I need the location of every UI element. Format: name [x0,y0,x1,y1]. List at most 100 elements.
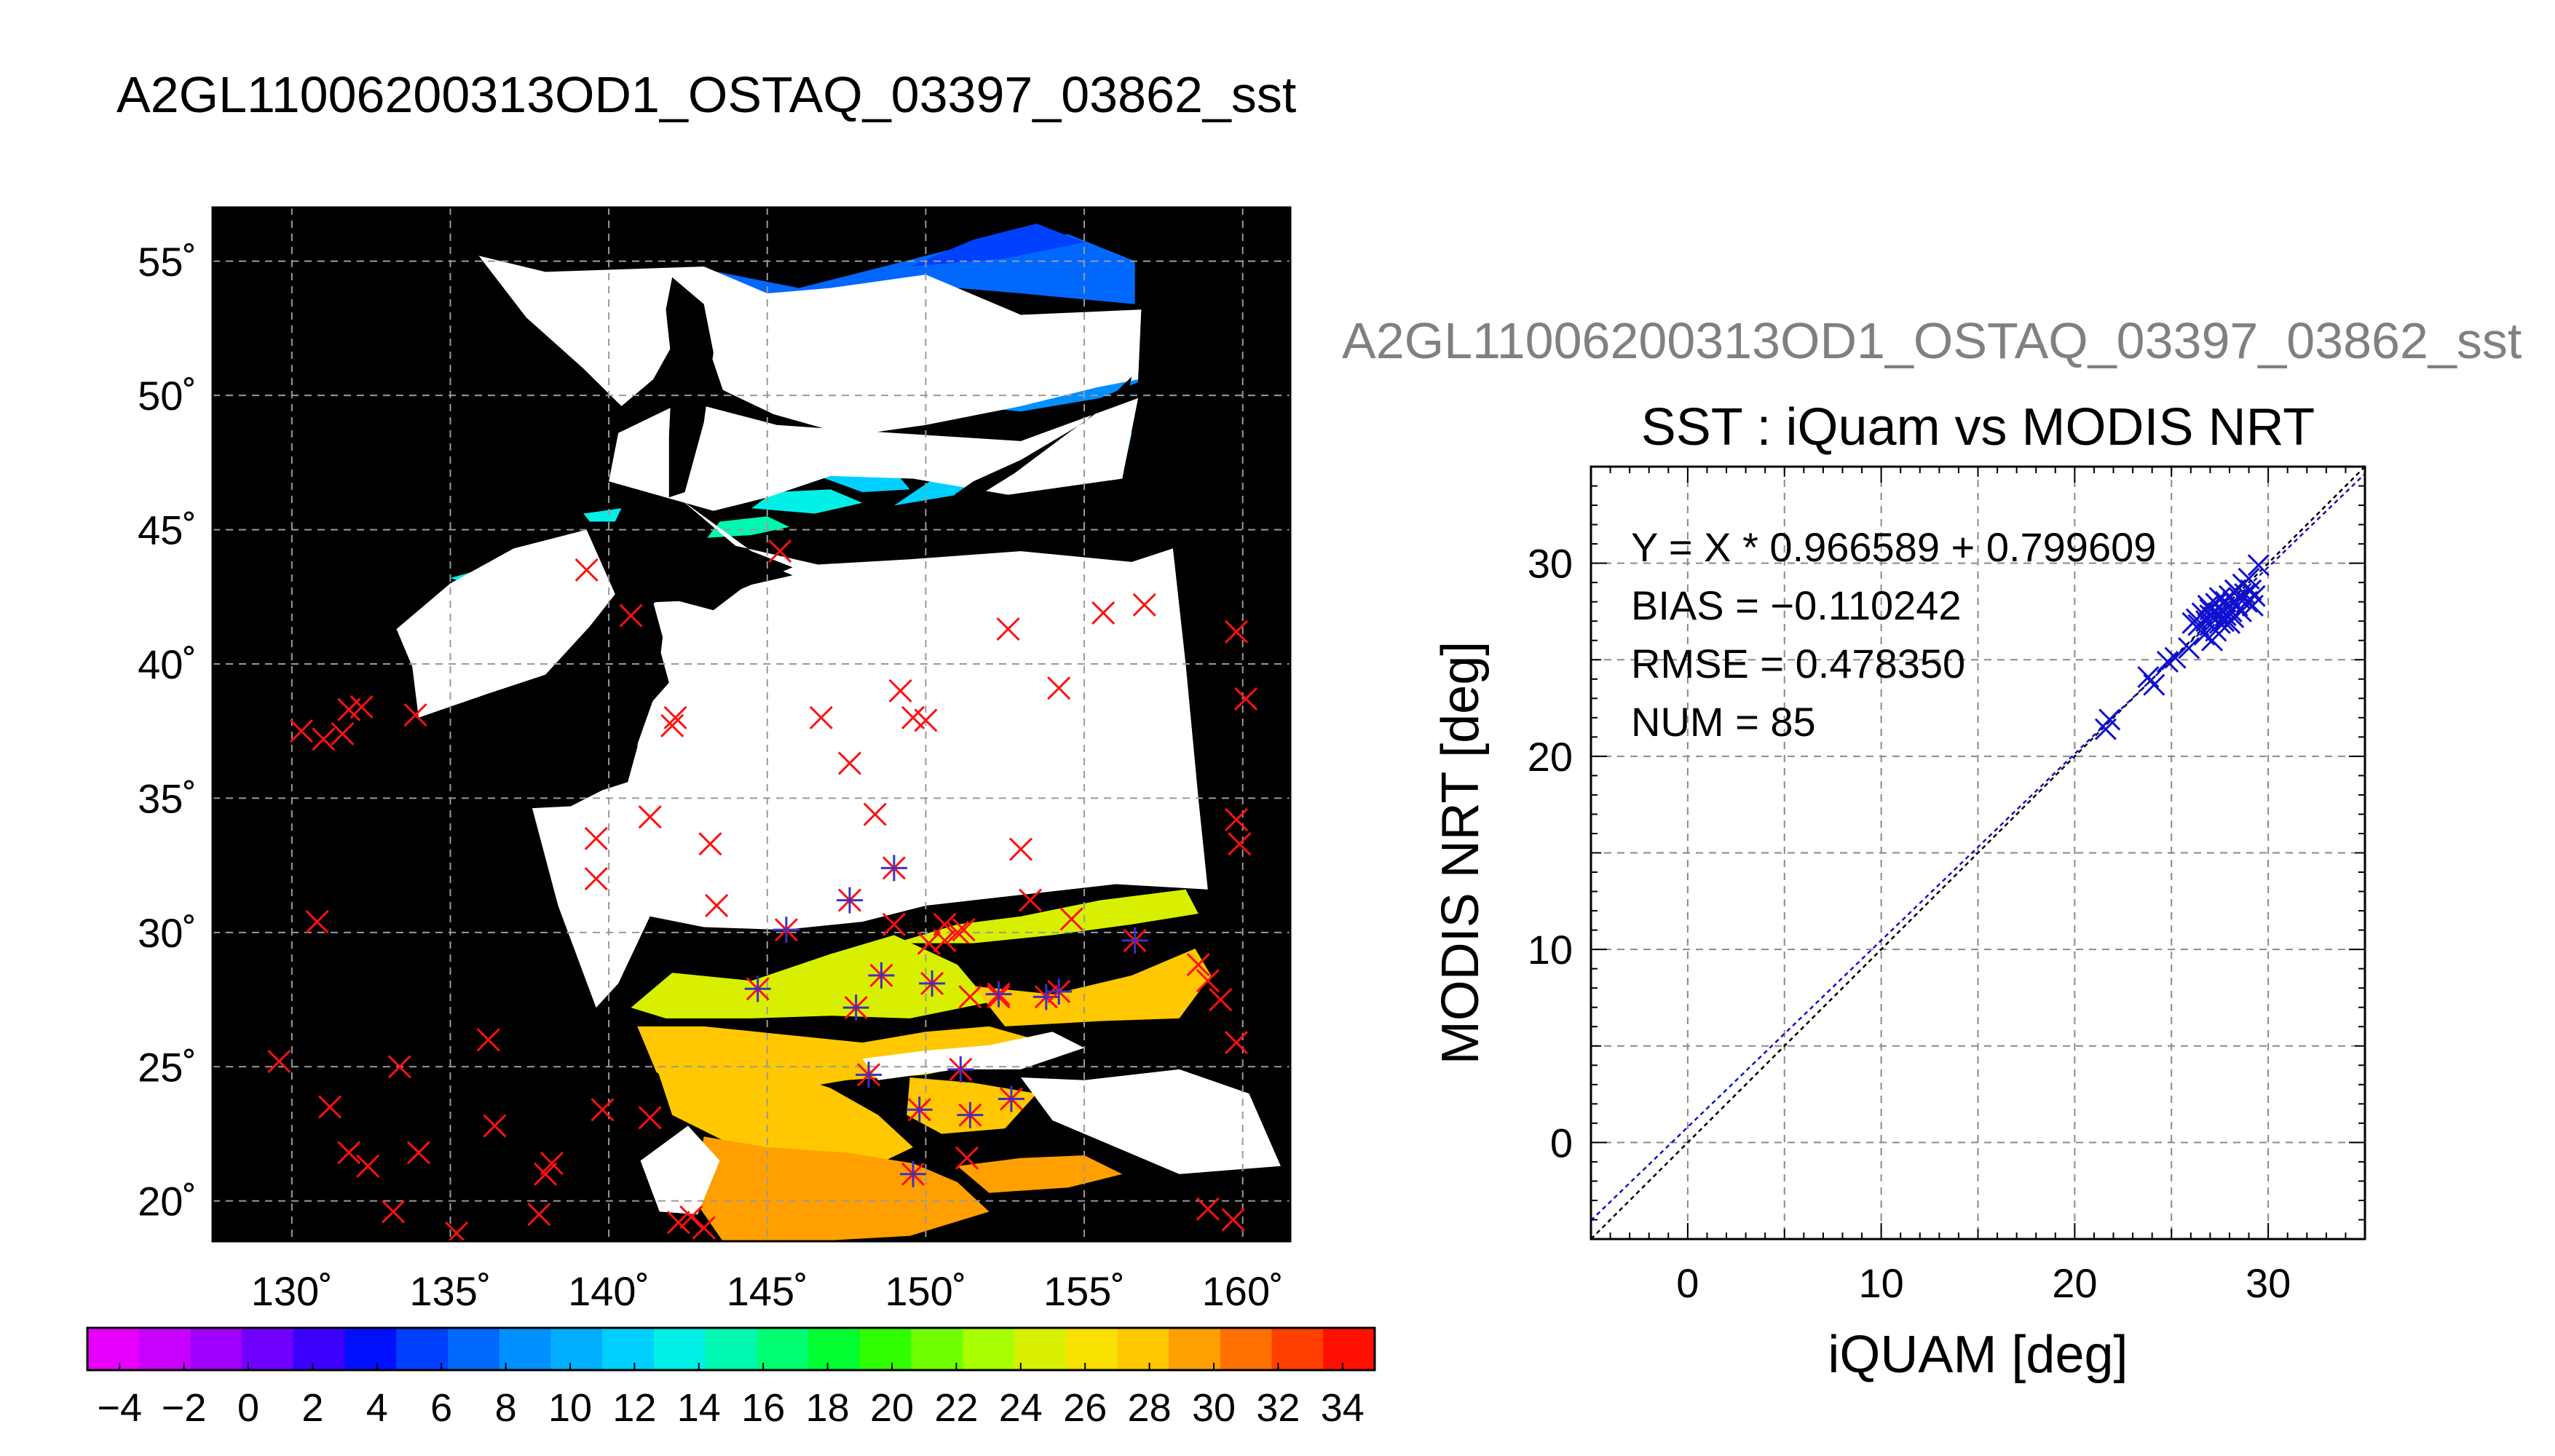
insitu-marker [837,751,862,775]
insitu-marker [1224,1031,1249,1055]
insitu-marker [958,985,982,1009]
sst-patch-1 [909,223,1085,267]
insitu-marker [527,1203,551,1227]
scatter-point [2156,650,2179,673]
colorbar-segment [859,1328,912,1370]
insitu-marker-stroke [1196,1197,1220,1221]
map-lon-tick-label: 155˚ [1043,1268,1125,1314]
scatter-point [2178,637,2200,660]
insitu-marker-stroke [1091,601,1115,625]
scatter-point [2187,614,2210,636]
insitu-marker [1132,593,1156,617]
cloud-region-1 [609,397,1139,511]
scatter-y-tick-label: 30 [1528,541,1573,587]
insitu-marker [1228,832,1252,856]
map-lat-tick-label: 40˚ [138,641,197,687]
map-lat-tick-label: 45˚ [138,507,197,553]
insitu-marker [768,539,792,563]
insitu-marker-stroke [305,910,329,934]
insitu-marker-stroke [917,931,941,955]
scatter-point-stroke [2143,673,2165,696]
scatter-point-stroke [2193,623,2216,646]
colorbar-tick-label: 20 [870,1386,914,1430]
insitu-marker-stroke [483,1114,507,1138]
insitu-marker-stroke [574,558,599,582]
colorbar-segment [1117,1328,1169,1370]
insitu-marker [1091,601,1115,625]
matched-marker [842,994,869,1021]
cloud-region-0 [478,256,1142,436]
insitu-marker [1233,687,1258,711]
regression-line [1591,472,2365,1222]
colorbar-tick-label: 34 [1321,1386,1365,1430]
insitu-marker-stroke [638,805,662,829]
colorbar-tick-label: 4 [366,1386,388,1430]
scatter-point-stroke [2228,587,2251,609]
matched-marker [957,1101,984,1128]
colorbar-tick-label: 26 [1063,1386,1107,1430]
matched-marker [836,887,863,914]
sst-scatter-plot: SST : iQuam vs MODIS NRT 0 10 20 30 0 10 20 30 iQ… [1431,398,2366,1384]
scatter-point-stroke [2234,583,2256,606]
scatter-point [2214,604,2237,627]
stats-annotation-line: RMSE = 0.478350 [1631,641,1965,687]
insitu-marker [574,558,599,582]
insitu-marker-stroke [1224,620,1249,644]
colorbar: −4 −2 0 2 4 6 8 10 12 14 16 18 20 22 24 26 28 30 32 34 [86,1326,1376,1430]
insitu-marker [533,1162,558,1186]
insitu-marker-stroke [267,1049,291,1073]
insitu-marker [584,826,608,850]
scatter-point-stroke [2224,579,2247,601]
insitu-marker [1224,620,1249,644]
insitu-marker-stroke [1132,593,1156,617]
insitu-marker-stroke [1233,687,1258,711]
insitu-marker [809,705,833,729]
matched-marker [880,855,907,882]
colorbar-tick-label: 12 [612,1386,656,1430]
scatter-point [2247,554,2270,577]
scatter-x-tick-label: 10 [1858,1260,1903,1306]
scatter-point [2241,594,2264,617]
matched-marker [998,1085,1024,1112]
insitu-marker-stroke [952,918,976,942]
sst-patch-5 [751,489,863,514]
colorbar-segment [1271,1328,1324,1370]
matched-marker [985,981,1012,1008]
sst-patch-16 [656,1059,913,1172]
insitu-marker [1047,676,1071,700]
insitu-marker-stroke [1209,987,1233,1012]
insitu-marker-stroke [901,705,925,729]
insitu-marker [317,1095,342,1119]
insitu-marker [945,920,970,944]
insitu-marker-stroke [356,1154,380,1178]
map-lat-tick-label: 20˚ [138,1179,197,1224]
insitu-marker-stroke [584,826,608,850]
colorbar-segment [138,1328,191,1370]
insitu-marker-stroke [1018,888,1043,912]
insitu-marker-stroke [1221,1208,1245,1232]
insitu-marker [337,1141,361,1165]
insitu-marker [955,1146,979,1170]
colorbar-segment [705,1328,757,1370]
scatter-point-stroke [2214,604,2237,627]
sst-patch-14 [973,949,1212,1026]
colorbar-tick-label: 28 [1128,1386,1172,1430]
insitu-marker [476,1028,500,1052]
insitu-marker-stroke [1008,837,1033,861]
cloud-region-5 [1021,1069,1281,1174]
scatter-point-stroke [2178,637,2200,660]
insitu-marker-stroke [1228,832,1252,856]
scatter-title: SST : iQuam vs MODIS NRT [1641,398,2315,456]
insitu-marker-stroke [705,893,729,918]
insitu-marker-stroke [888,678,912,703]
insitu-marker [1196,1197,1220,1221]
land-mass-1 [605,518,793,616]
insitu-marker [305,910,329,934]
colorbar-segment [242,1328,294,1370]
colorbar-tick-label: 22 [934,1386,978,1430]
insitu-marker [1196,969,1220,993]
scatter-point-stroke [2243,585,2266,607]
stats-annotation-line: Y = X * 0.966589 + 0.799609 [1631,524,2156,570]
stats-annotation-line: NUM = 85 [1631,699,1816,745]
sst-patch-6 [707,516,790,538]
